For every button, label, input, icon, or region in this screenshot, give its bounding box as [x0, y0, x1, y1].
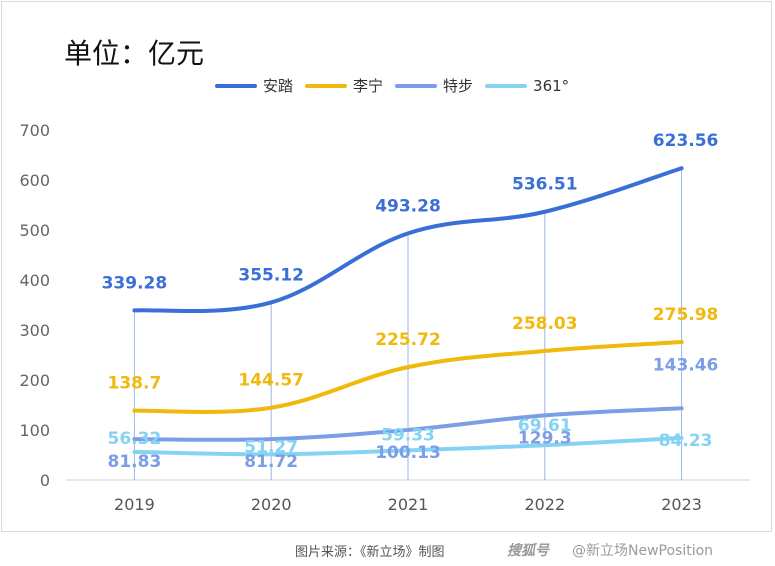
series-line-1 [132, 340, 684, 414]
series-lines [132, 166, 684, 457]
data-label-2: 129.3 [518, 428, 572, 448]
series-line-0 [132, 166, 684, 314]
data-label-1: 138.7 [108, 374, 162, 394]
data-label-1: 275.98 [653, 305, 719, 325]
y-tick-label: 300 [19, 321, 50, 340]
y-tick-label: 400 [19, 271, 50, 290]
series-line-3 [132, 435, 684, 457]
data-label-2: 143.46 [653, 355, 719, 375]
watermark-logo: 搜狐号 [507, 543, 549, 559]
data-label-1: 258.03 [512, 314, 578, 334]
data-label-0: 493.28 [375, 196, 441, 216]
y-tick-label: 0 [40, 471, 50, 490]
y-tick-label: 600 [19, 171, 50, 190]
x-tick-label: 2021 [388, 495, 429, 514]
legend-label: 李宁 [353, 77, 384, 95]
x-tick-label: 2019 [114, 495, 155, 514]
image-source-text: 图片来源：《新立场》制图 [295, 545, 445, 560]
x-tick-label: 2023 [661, 495, 702, 514]
data-label-0: 623.56 [653, 131, 719, 151]
axes: 0 100 200 300 400 500 600 700 2019 2020 2021 2022 20… [19, 121, 750, 514]
legend-item: 361° [485, 77, 569, 95]
legend-item: 李宁 [305, 75, 383, 96]
data-label-0: 355.12 [238, 265, 304, 285]
y-tick-label: 700 [19, 121, 50, 140]
data-label-2: 81.72 [244, 452, 298, 472]
data-label-3: 84.23 [659, 431, 713, 451]
data-label-3: 59.33 [381, 425, 435, 445]
watermark-account: @新立场NewPosition [572, 543, 714, 559]
data-label-1: 144.57 [238, 371, 304, 391]
data-label-0: 536.51 [512, 175, 578, 195]
data-label-1: 225.72 [375, 330, 441, 350]
y-tick-label: 200 [19, 371, 50, 390]
legend-swatch [215, 83, 257, 88]
series-line-2 [132, 406, 684, 442]
legend-label: 特步 [443, 77, 474, 95]
y-tick-label: 100 [19, 421, 50, 440]
y-tick-label: 500 [19, 221, 50, 240]
legend-swatch [305, 83, 348, 88]
legend-label: 361° [533, 76, 570, 95]
legend-swatch [485, 83, 528, 88]
x-tick-label: 2020 [251, 495, 292, 514]
data-label-3: 56.32 [108, 429, 162, 449]
legend-swatch [395, 83, 438, 88]
line-chart: 0 100 200 300 400 500 600 700 2019 2020 2021 2022 20… [19, 121, 750, 514]
data-labels: 339.28 355.12 493.28 536.51 623.56 138.7 144.5… [102, 131, 719, 472]
legend-item: 特步 [395, 75, 473, 96]
legend: 安踏 李宁 特步 361° [215, 75, 581, 96]
unit-title: 单位：亿元 [64, 37, 205, 70]
x-tick-label: 2022 [524, 495, 565, 514]
drop-lines [133, 168, 683, 480]
chart-frame: 0 100 200 300 400 500 600 700 2019 2020 2021 2022 20… [1, 1, 772, 532]
legend-label: 安踏 [263, 77, 294, 95]
footer: 图片来源：《新立场》制图 搜狐号 @新立场NewPosition [0, 540, 775, 564]
data-label-0: 339.28 [102, 273, 168, 293]
data-label-3: 69.61 [518, 416, 572, 436]
data-label-2: 100.13 [375, 443, 441, 463]
legend-item: 安踏 [215, 75, 293, 96]
data-label-2: 81.83 [108, 452, 162, 472]
data-label-3: 51.27 [244, 437, 298, 457]
